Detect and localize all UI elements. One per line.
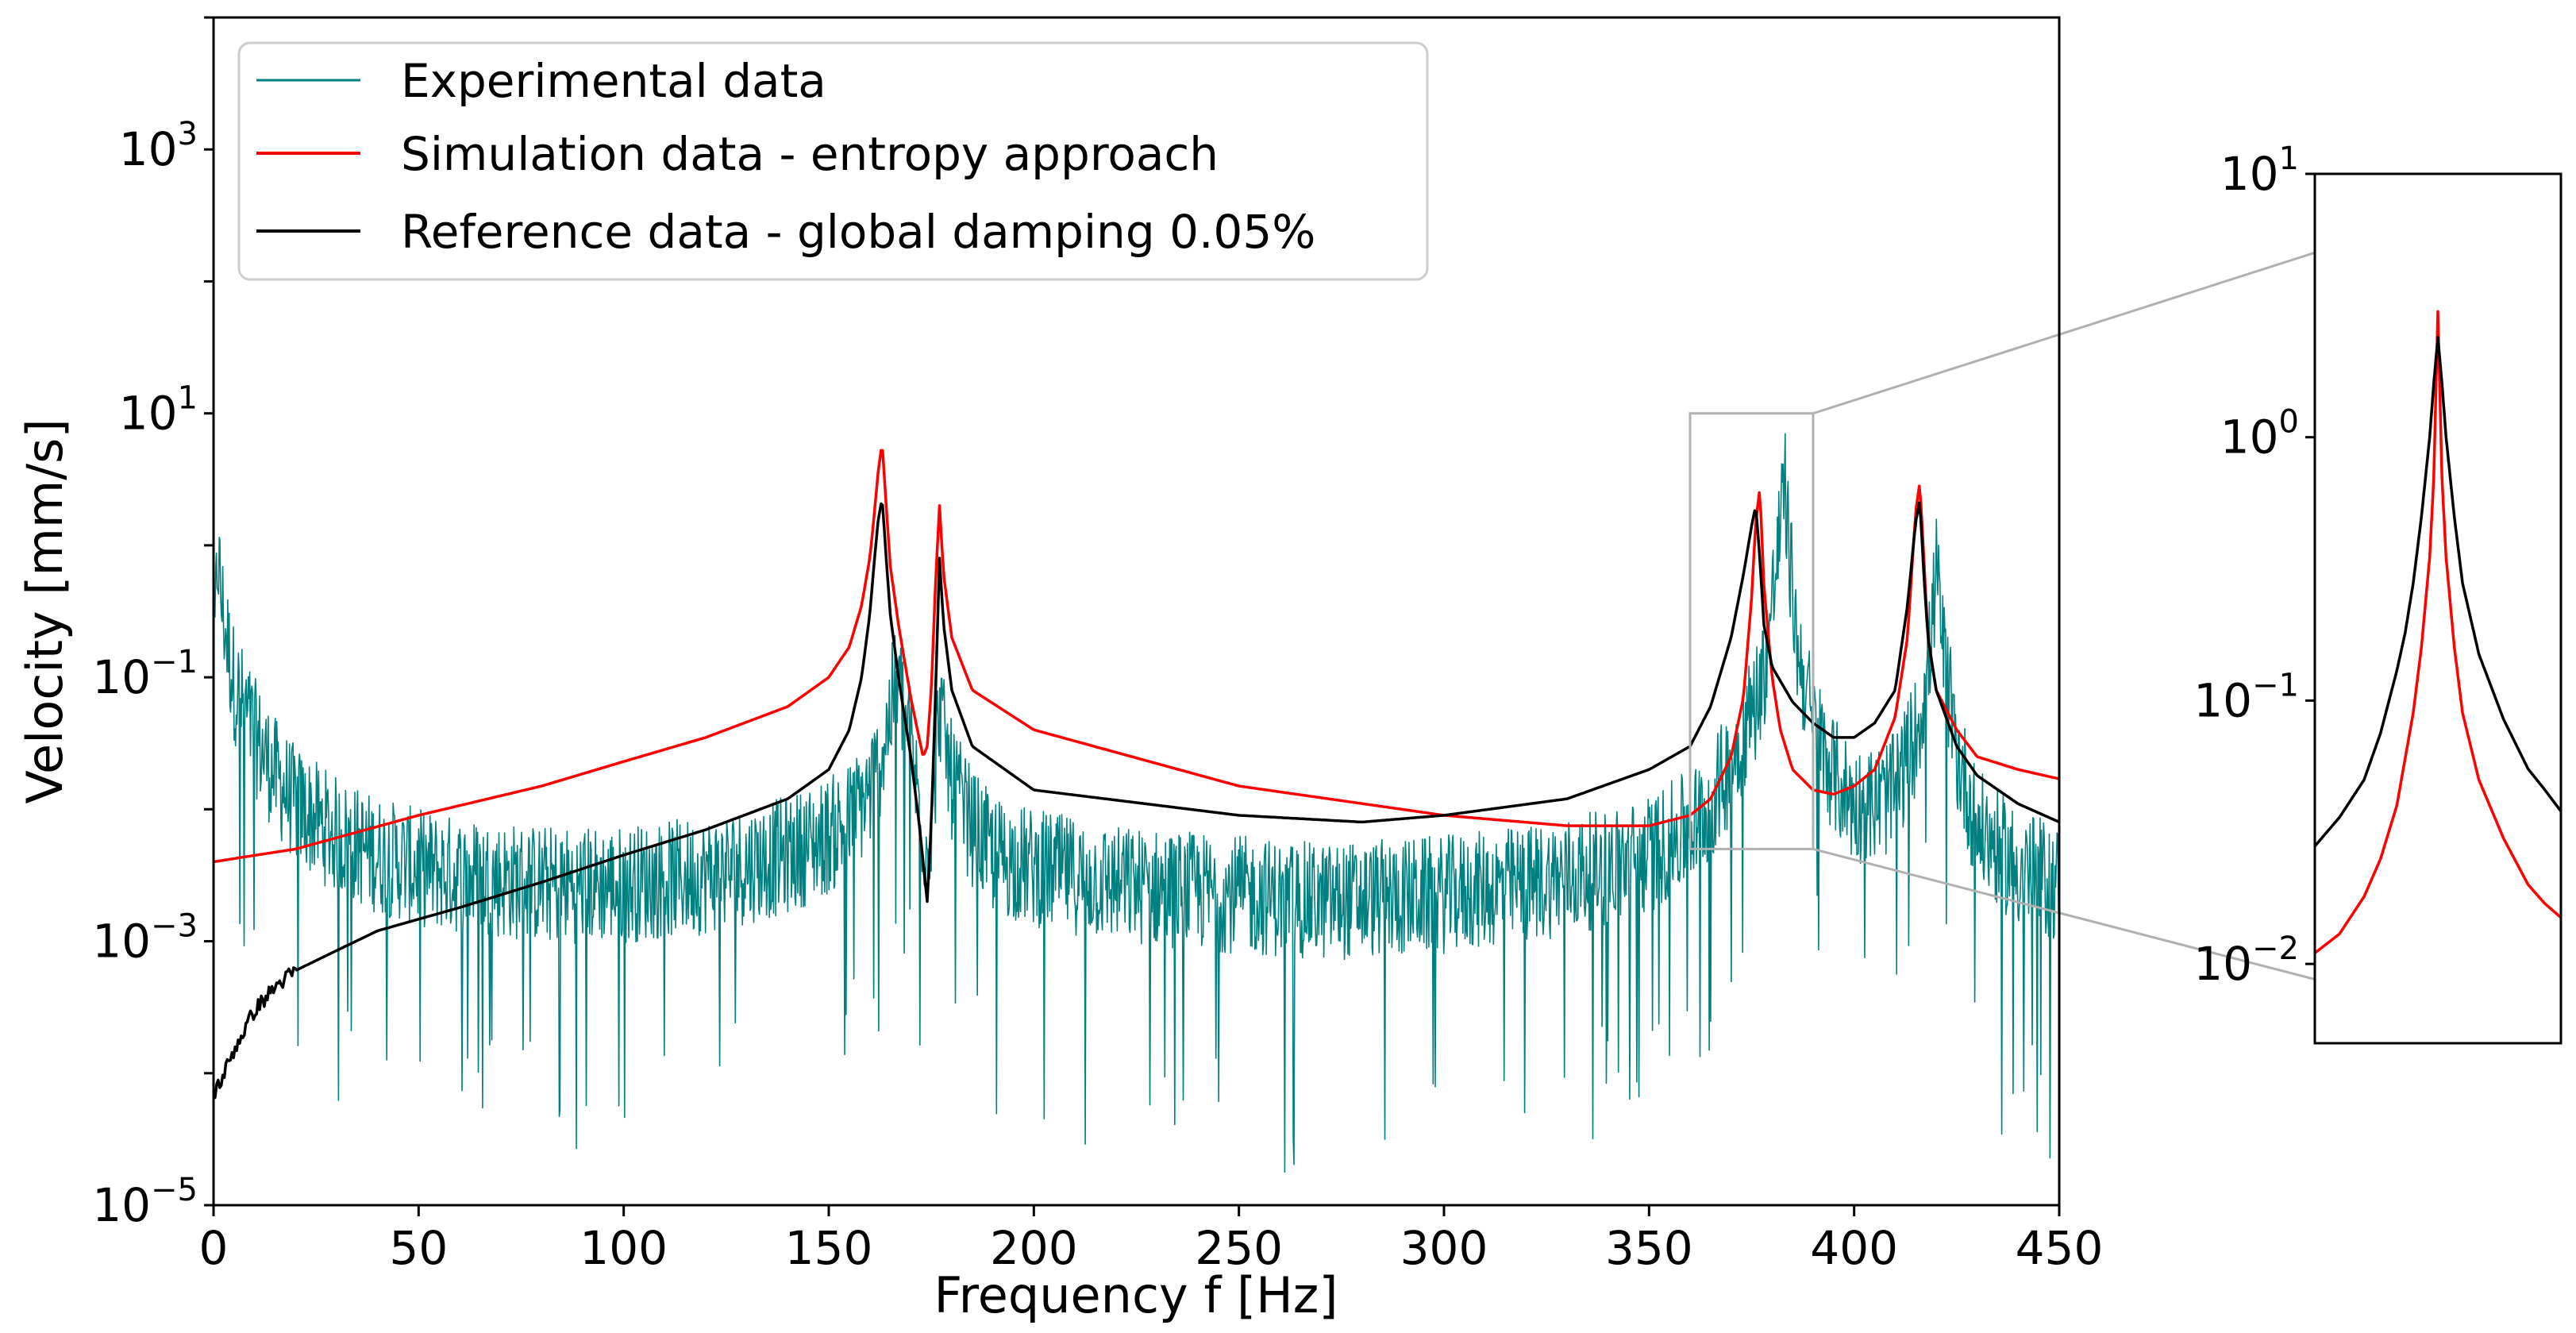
legend-entry-experimental: Experimental data — [256, 54, 826, 108]
series-line-experimental — [214, 433, 2059, 1173]
x-tick-label: 150 — [785, 1221, 873, 1275]
zoom-region-box — [1688, 412, 1815, 850]
legend-label-simulation: Simulation data - entropy approach — [401, 127, 1219, 181]
legend-label-experimental: Experimental data — [401, 54, 826, 108]
inset-y-tick-label: 101 — [2220, 141, 2299, 201]
y-tick-label: 103 — [119, 116, 198, 176]
x-tick-label: 100 — [580, 1221, 668, 1275]
legend: Experimental data Simulation data - entr… — [237, 41, 1429, 281]
inset-y-axis-ticks: 10−2 10−1 100 101 — [2193, 141, 2315, 991]
series-line-simulation — [214, 449, 2059, 864]
y-tick-label: 10−3 — [92, 908, 198, 969]
x-axis-label: Frequency f [Hz] — [934, 1266, 1338, 1324]
x-tick-label: 300 — [1400, 1221, 1488, 1275]
y-tick-label: 10−1 — [92, 644, 198, 704]
inset-series-group — [2315, 310, 2561, 954]
x-tick-label: 250 — [1195, 1221, 1283, 1275]
y-tick-label: 101 — [119, 380, 198, 441]
series-line-reference — [214, 501, 2059, 1100]
y-tick-label: 10−5 — [92, 1172, 198, 1232]
legend-entry-reference: Reference data - global damping 0.05% — [256, 205, 1315, 259]
inset-series-line-reference — [2315, 335, 2561, 847]
x-tick-label: 200 — [990, 1221, 1078, 1275]
x-tick-label: 400 — [1810, 1221, 1898, 1275]
inset-series-line-simulation — [2315, 310, 2561, 954]
x-tick-label: 450 — [2016, 1221, 2104, 1275]
legend-label-reference: Reference data - global damping 0.05% — [401, 205, 1315, 259]
x-tick-label: 50 — [389, 1221, 448, 1275]
inset-y-tick-label: 100 — [2220, 404, 2299, 464]
legend-entry-simulation: Simulation data - entropy approach — [256, 127, 1219, 181]
x-axis-ticks: 0 50 100 150 200 250 300 350 400 450 — [199, 1205, 2104, 1275]
y-axis-label: Velocity [mm/s] — [16, 418, 74, 803]
inset-y-tick-label: 10−1 — [2193, 667, 2299, 727]
legend-box — [237, 41, 1429, 281]
main-series-group — [214, 433, 2059, 1173]
inset-plot-area: 10−2 10−1 100 101 — [2193, 141, 2563, 1045]
main-axes-frame — [212, 16, 2061, 1207]
x-tick-label: 0 — [199, 1221, 229, 1275]
inset-axes-frame — [2313, 172, 2563, 1045]
x-tick-label: 350 — [1605, 1221, 1693, 1275]
y-axis-ticks: 10−5 10−3 10−1 101 103 — [92, 16, 214, 1232]
inset-y-tick-label: 10−2 — [2193, 930, 2299, 991]
